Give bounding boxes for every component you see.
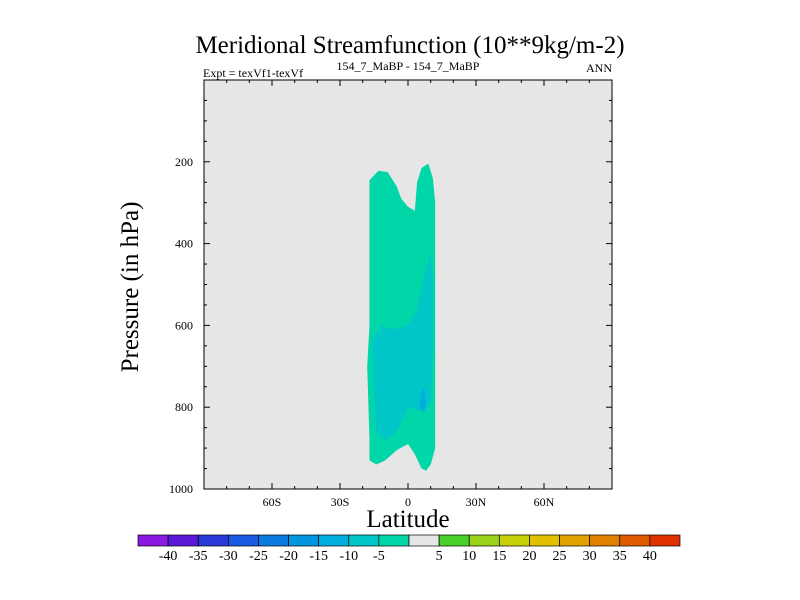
colorbar-label: 25 [553, 549, 567, 564]
colorbar-label: -40 [159, 549, 178, 564]
colorbar-swatch [258, 534, 289, 547]
colorbar-swatch [438, 534, 470, 547]
colorbar-label: 20 [522, 549, 536, 564]
colorbar-label: -20 [279, 549, 298, 564]
colorbar-label: -15 [309, 549, 328, 564]
colorbar-label: 30 [583, 549, 597, 564]
colorbar-swatch [227, 534, 259, 547]
colorbar-swatch [348, 534, 380, 547]
subtitle-left: Expt = texVf1-texVf [203, 66, 303, 80]
y-tick-label: 1000 [169, 482, 193, 496]
colorbar-swatch [589, 534, 621, 547]
chart-title: Meridional Streamfunction (10**9kg/m-2) [195, 32, 624, 59]
subtitle-right: ANN [586, 61, 612, 75]
x-tick-label: 30N [466, 495, 487, 509]
colorbar-swatch [619, 534, 651, 547]
contour-core-peak [419, 386, 427, 414]
contour-inner-core [371, 251, 433, 440]
colorbar-swatch [288, 534, 320, 547]
colorbar-swatch [318, 534, 350, 547]
colorbar-label: 40 [643, 549, 657, 564]
y-tick-label: 800 [175, 400, 193, 414]
colorbar: -40 -35 -30 -25 -20 -15 -10 -5 5 10 15 20 25 30 35 40 [137, 534, 681, 564]
colorbar-label: -10 [339, 549, 358, 564]
colorbar-swatch [197, 534, 229, 547]
colorbar-label: 15 [492, 549, 506, 564]
colorbar-swatch [468, 534, 500, 547]
colorbar-label: 10 [462, 549, 476, 564]
colorbar-swatch [559, 534, 591, 547]
colorbar-swatch [529, 534, 560, 547]
colorbar-swatch [167, 534, 199, 547]
colorbar-label: -30 [219, 549, 238, 564]
x-tick-label: 60S [263, 495, 282, 509]
x-tick-label: 60N [534, 495, 555, 509]
x-axis-label: Latitude [366, 506, 449, 533]
colorbar-label: 5 [436, 549, 443, 564]
colorbar-swatch [137, 534, 169, 547]
y-tick-label: 200 [175, 155, 193, 169]
colorbar-label: 35 [613, 549, 627, 564]
y-tick-label: 600 [175, 318, 193, 332]
contour-layer [367, 163, 436, 471]
y-axis-label: Pressure (in hPa) [117, 202, 144, 373]
colorbar-swatch [378, 534, 410, 547]
subtitle-center: 154_7_MaBP - 154_7_MaBP [337, 59, 480, 73]
colorbar-label: -5 [373, 549, 385, 564]
colorbar-swatch [408, 534, 440, 547]
y-tick-label: 400 [175, 237, 193, 251]
colorbar-label: -25 [249, 549, 268, 564]
colorbar-label: -35 [189, 549, 208, 564]
colorbar-swatch [498, 534, 530, 547]
x-tick-label: 30S [331, 495, 350, 509]
colorbar-swatch [649, 534, 681, 547]
x-tick-label: 0 [405, 495, 411, 509]
axis-ticks: 60S 30S 0 30N 60N 200 400 600 800 1000 [169, 79, 613, 509]
